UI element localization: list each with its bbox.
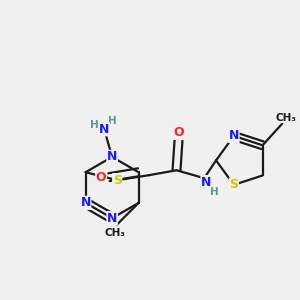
Text: N: N: [229, 129, 239, 142]
Text: N: N: [107, 212, 117, 225]
Text: H: H: [210, 187, 218, 197]
Text: O: O: [173, 126, 184, 139]
Text: N: N: [107, 150, 117, 164]
Text: H: H: [108, 116, 116, 126]
Text: N: N: [99, 123, 110, 136]
Text: CH₃: CH₃: [104, 227, 125, 238]
Text: N: N: [80, 196, 91, 209]
Text: H: H: [90, 120, 99, 130]
Text: CH₃: CH₃: [276, 112, 297, 123]
Text: O: O: [96, 171, 106, 184]
Text: S: S: [229, 178, 238, 191]
Text: N: N: [201, 176, 211, 189]
Text: S: S: [113, 174, 122, 187]
